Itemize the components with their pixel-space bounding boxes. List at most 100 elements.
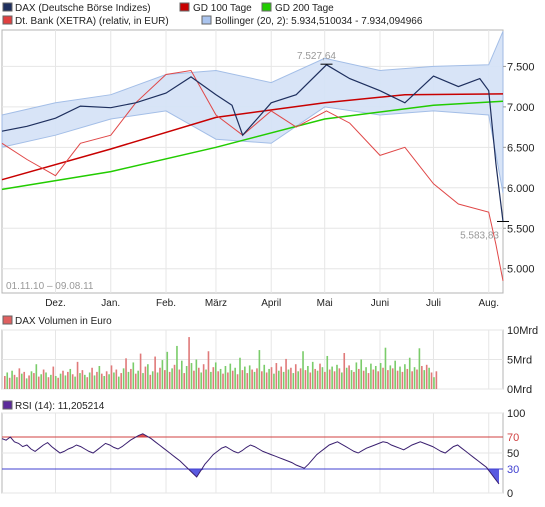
volume-bar <box>76 361 79 389</box>
volume-bar <box>200 372 203 389</box>
volume-bar <box>248 365 251 389</box>
volume-bar <box>423 370 426 389</box>
volume-bar <box>35 364 38 389</box>
volume-bar <box>110 365 113 389</box>
price-x-tick-label: Juni <box>371 298 389 309</box>
volume-bar <box>389 365 392 389</box>
volume-bar <box>270 367 273 389</box>
volume-bar <box>331 366 333 389</box>
volume-bar <box>71 374 74 389</box>
volume-bar <box>173 364 176 389</box>
volume-bar <box>100 373 103 389</box>
volume-bar <box>91 367 93 389</box>
price-x-tick-label: April <box>261 298 281 309</box>
volume-bar <box>326 355 329 389</box>
annotation-high: 7.527,64 <box>297 51 336 62</box>
volume-bar <box>20 373 23 389</box>
volume-bar <box>69 368 72 389</box>
dax-line <box>1 64 504 222</box>
volume-bar <box>183 373 186 389</box>
rsi-y-tick-label: 70 <box>507 432 519 444</box>
volume-bar <box>370 363 372 389</box>
legend-swatch-gd200 <box>261 2 272 12</box>
volume-bar <box>164 370 166 389</box>
volume-bar <box>418 348 421 389</box>
volume-bar <box>374 365 377 389</box>
volume-bar <box>156 372 159 389</box>
volume-bar <box>280 366 283 389</box>
price-y-tick-label: 6.000 <box>507 183 535 195</box>
volume-bar <box>304 370 307 389</box>
volume-bar <box>108 374 110 389</box>
volume-bar <box>236 374 239 389</box>
volume-bar <box>103 376 106 389</box>
volume-bar <box>287 369 290 389</box>
volume-bar <box>321 367 324 389</box>
volume-bar <box>115 369 118 389</box>
rsi-y-tick-label: 50 <box>507 448 519 460</box>
volume-bar <box>345 367 348 389</box>
volume-bar <box>338 368 341 389</box>
volume-bar <box>149 374 152 389</box>
dtbank-line <box>1 69 504 281</box>
volume-bar <box>37 376 40 389</box>
volume-bar <box>195 359 198 389</box>
volume-bar <box>294 364 297 389</box>
volume-bar <box>144 366 147 389</box>
volume-bar <box>387 370 389 389</box>
volume-bar <box>273 373 275 389</box>
volume-bar <box>168 371 171 389</box>
volume-bar <box>120 373 122 389</box>
price-x-tick-label: Feb. <box>156 298 176 309</box>
price-x-tick-label: Juli <box>426 298 441 309</box>
volume-bar <box>399 366 401 389</box>
volume-bar <box>435 371 438 389</box>
legend-swatch-dtbank <box>2 15 13 25</box>
volume-bar <box>277 370 280 389</box>
volume-bar <box>324 371 326 389</box>
volume-bar <box>241 370 244 389</box>
volume-bar <box>367 373 370 389</box>
volume-bar <box>4 376 6 389</box>
volume-bar <box>125 358 127 389</box>
volume-bar <box>188 337 190 389</box>
volume-bar <box>285 358 287 389</box>
volume-bar <box>224 365 227 389</box>
volume-bar <box>365 367 367 389</box>
volume-bar <box>428 367 430 389</box>
price-x-tick-label: März <box>205 298 227 309</box>
volume-bar <box>52 366 55 389</box>
volume-bar <box>430 372 433 389</box>
rsi-y-ticks: 100 70 50 30 0 <box>507 408 525 500</box>
volume-bar <box>67 371 69 389</box>
volume-bar <box>185 365 188 389</box>
volume-bar <box>13 374 16 389</box>
price-y-tick-label: 7.000 <box>507 102 535 114</box>
volume-bar <box>433 377 435 389</box>
volume-bar <box>207 351 210 389</box>
volume-bar <box>214 362 217 389</box>
volume-bar <box>42 369 45 389</box>
volume-bar <box>54 376 57 389</box>
rsi-y-tick-label: 100 <box>507 408 525 420</box>
volume-bar <box>25 378 28 389</box>
volume-bar <box>362 370 365 389</box>
volume-bar <box>59 373 62 389</box>
volume-bar <box>74 376 76 389</box>
volume-bar <box>28 375 30 389</box>
volume-bar <box>62 370 64 389</box>
volume-bar <box>261 371 263 389</box>
volume-bar <box>205 369 207 389</box>
rsi-line <box>1 433 500 485</box>
volume-y-tick-label: 0Mrd <box>507 384 532 396</box>
price-y-tick-label: 5.500 <box>507 223 535 235</box>
volume-bar <box>57 377 59 389</box>
volume-bar <box>98 365 101 389</box>
rsi-panel: RSI (14): 11,205214 100 70 50 30 0 <box>1 400 525 500</box>
volume-bar <box>348 365 350 389</box>
price-x-tick-label: Dez. <box>45 298 66 309</box>
volume-bar <box>372 369 375 389</box>
annotation-low: 5.583,83 <box>460 230 499 241</box>
volume-bar <box>396 370 399 389</box>
